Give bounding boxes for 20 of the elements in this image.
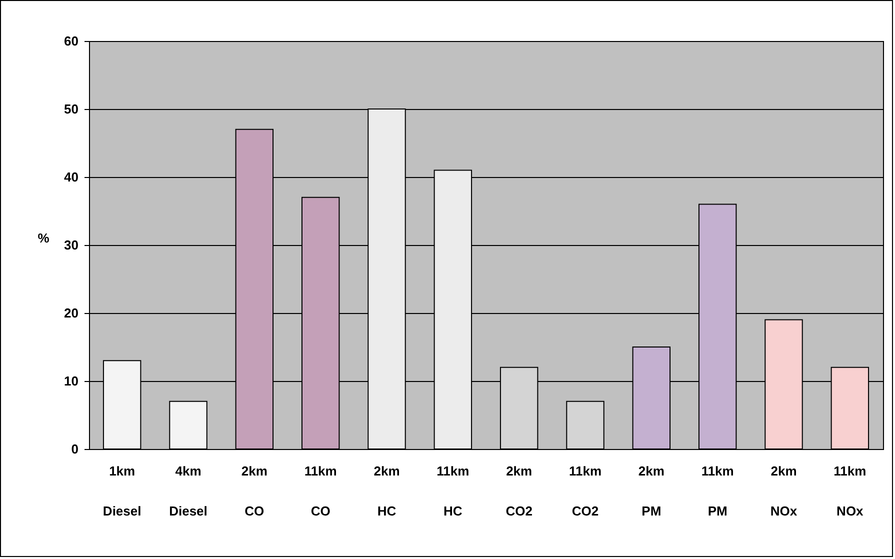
category-label: 11km CO2 — [568, 464, 602, 518]
y-tick-label: 10 — [64, 374, 78, 388]
category-label: 11km PM — [701, 464, 734, 518]
y-tick-label: 50 — [64, 102, 78, 116]
category-label: 2km HC — [374, 464, 400, 518]
y-tick-label: 40 — [64, 170, 78, 184]
category-label: 2km CO — [241, 464, 268, 518]
category-label: 11km NOx — [834, 464, 866, 518]
category-label: 2km PM — [638, 464, 664, 518]
y-tick-label: 30 — [64, 238, 78, 252]
y-tick-label: 20 — [64, 306, 78, 320]
y-axis-title: % — [38, 230, 50, 246]
category-label: 11km HC — [436, 464, 470, 518]
category-label: 4km Diesel — [169, 464, 208, 518]
y-tick-label: 60 — [64, 34, 78, 48]
y-tick-label: 0 — [71, 442, 78, 456]
category-label: 2km NOx — [770, 464, 798, 518]
category-label: 11km CO — [304, 464, 337, 518]
category-label: 1km Diesel — [102, 464, 142, 518]
category-label: 2km CO2 — [506, 464, 532, 518]
